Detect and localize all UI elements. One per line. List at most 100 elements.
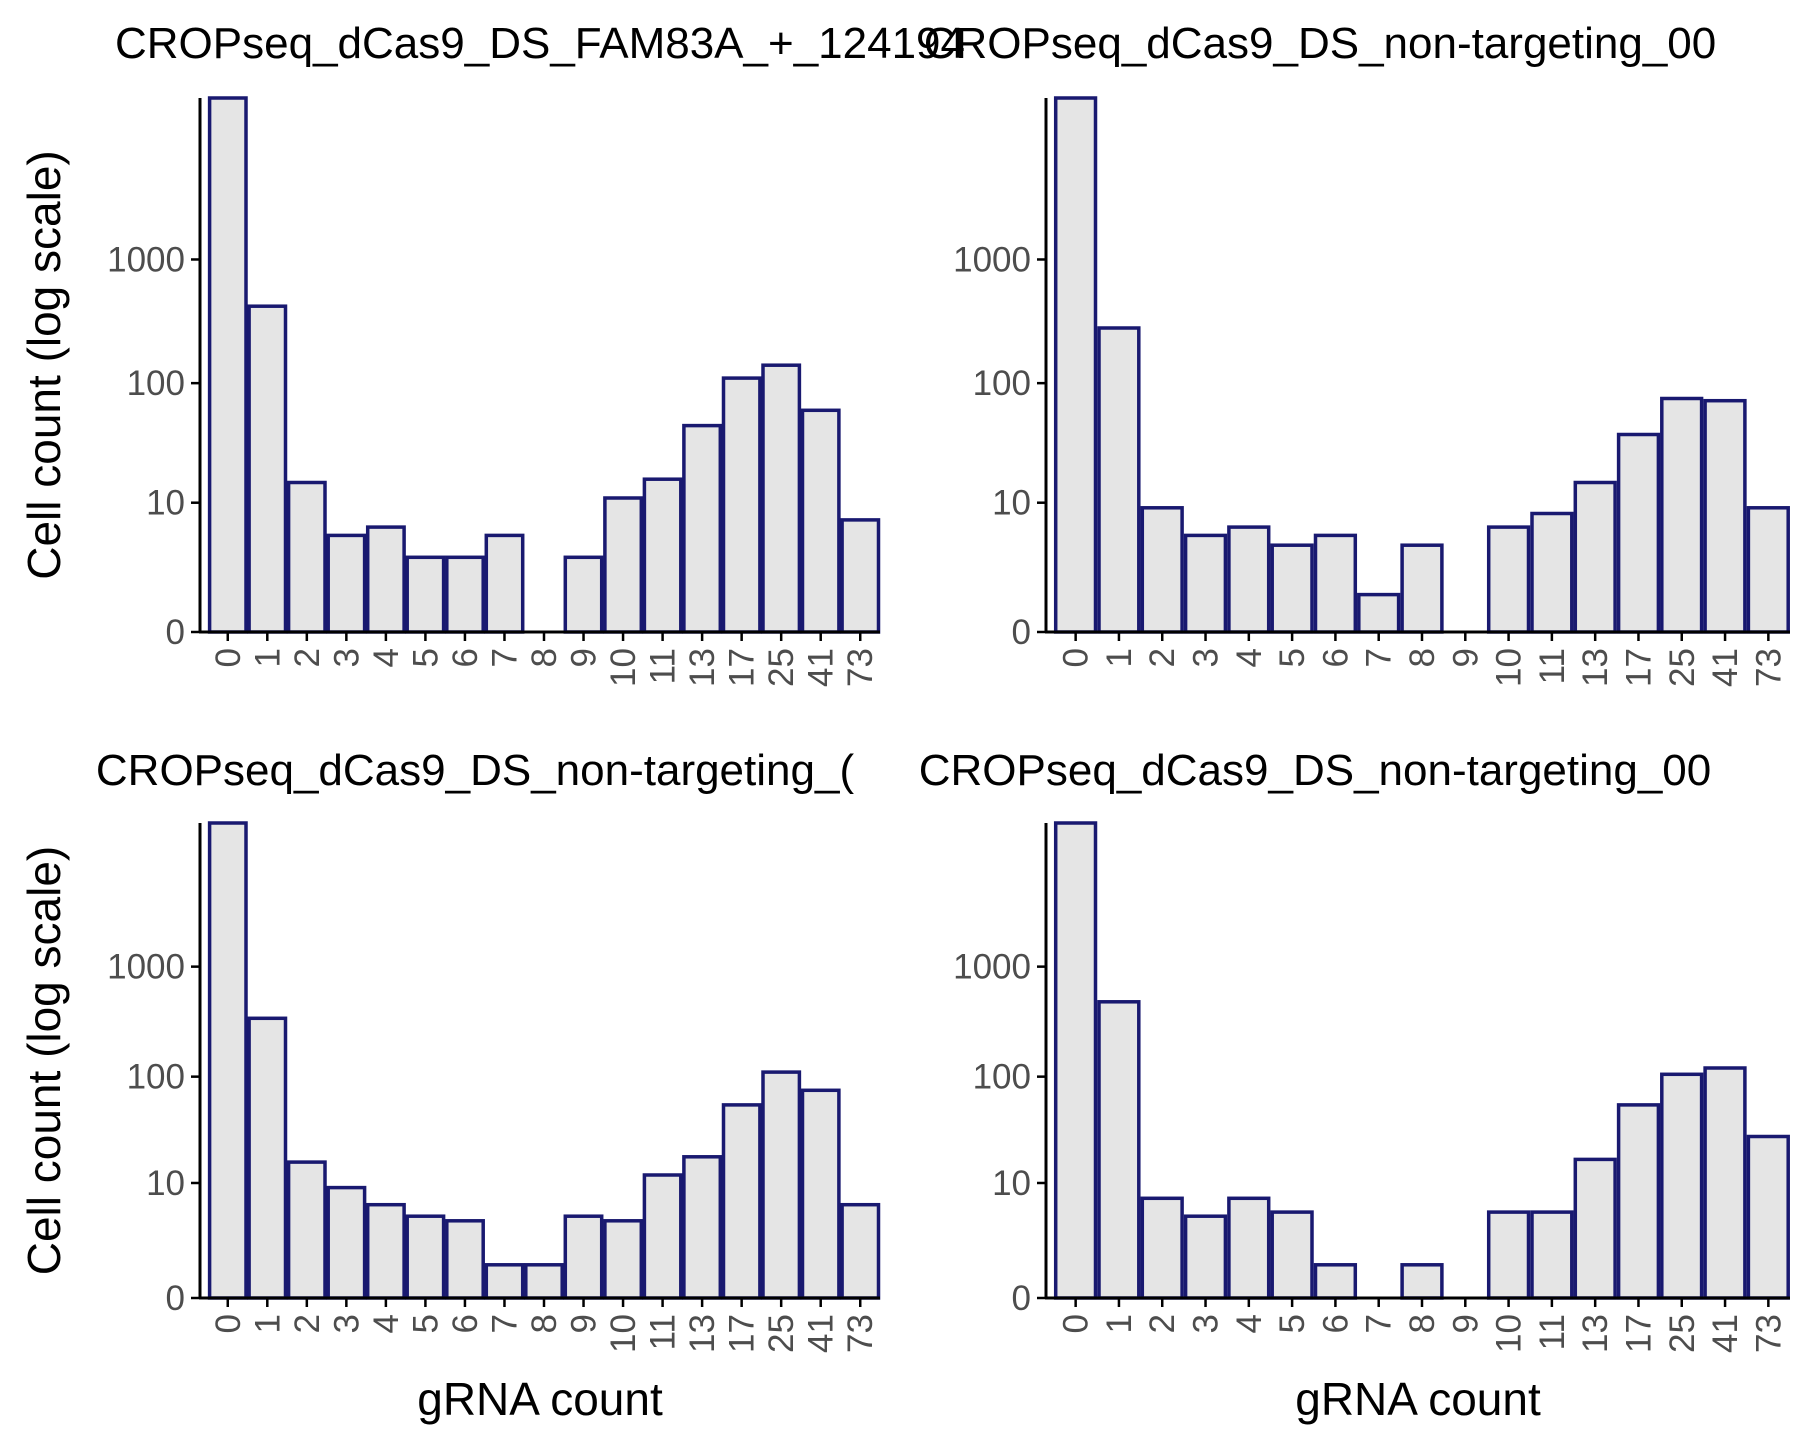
x-tick-label: 5: [1273, 1314, 1312, 1333]
bar-25: [1660, 396, 1704, 634]
x-tick-label: 41: [1706, 1314, 1745, 1353]
bar-1: [247, 1016, 288, 1300]
y-tick-label: 0: [1012, 1279, 1031, 1318]
x-tick-label: 0: [1057, 648, 1096, 667]
y-tick-label: 1000: [107, 948, 185, 987]
bar-13: [1573, 1157, 1617, 1300]
bar-7: [1357, 592, 1401, 634]
x-tick-label: 9: [1446, 1314, 1485, 1333]
bar-6: [445, 1219, 485, 1300]
x-tick-label: 8: [1403, 648, 1442, 667]
x-tick-label: 2: [1143, 648, 1182, 667]
y-tick-label: 100: [973, 1058, 1031, 1097]
x-axis-title: gRNA count: [417, 1373, 663, 1425]
bar-10: [1486, 525, 1531, 634]
x-tick-label: 1: [248, 648, 287, 667]
bar-7: [484, 1263, 525, 1300]
x-tick-label: 41: [802, 648, 841, 687]
bar-41: [1703, 1066, 1747, 1300]
bar-7: [484, 533, 525, 634]
x-tick-label: 5: [406, 648, 445, 667]
x-tick-label: 17: [723, 648, 762, 687]
y-tick-label: 0: [166, 613, 185, 652]
x-tick-label: 0: [209, 648, 248, 667]
y-axis-title: Cell count (log scale): [18, 150, 70, 580]
x-tick-label: 10: [604, 648, 643, 687]
y-tick-label: 10: [992, 1164, 1031, 1203]
bar-13: [1573, 480, 1617, 634]
bar-3: [326, 533, 367, 634]
x-tick-label: 41: [1706, 648, 1745, 687]
bar-41: [800, 408, 841, 634]
y-tick-label: 1000: [953, 240, 1031, 279]
bar-10: [603, 1219, 644, 1300]
x-tick-label: 10: [604, 1314, 643, 1353]
bar-25: [761, 363, 802, 634]
chart-title: CROPseq_dCas9_DS_non-targeting_00: [919, 746, 1712, 795]
chart-panel-2: CROPseq_dCas9_DS_non-targeting_000 1 2 3 4 5 6…: [924, 19, 1790, 687]
x-tick-label: 1: [248, 1314, 287, 1333]
x-tick-label: 2: [288, 1314, 327, 1333]
y-tick-label: 10: [146, 1164, 185, 1203]
bar-1: [247, 304, 288, 634]
bar-2: [1140, 1196, 1184, 1300]
bar-4: [365, 525, 406, 634]
x-tick-label: 73: [841, 648, 880, 687]
y-axis-title: Cell count (log scale): [18, 846, 70, 1276]
x-tick-label: 7: [485, 648, 524, 667]
chart-panel-3: CROPseq_dCas9_DS_non-targeting_(0 1 2 3 4 5 6 7…: [18, 746, 881, 1425]
bar-0: [207, 96, 248, 634]
x-tick-label: 3: [1187, 1314, 1226, 1333]
x-tick-label: 8: [525, 1314, 564, 1333]
bar-17: [721, 1103, 762, 1300]
bar-6: [445, 555, 485, 634]
x-tick-label: 17: [1619, 1314, 1658, 1353]
x-tick-label: 13: [683, 1314, 722, 1353]
x-tick-label: 3: [327, 1314, 366, 1333]
bar-2: [286, 480, 327, 634]
bar-4: [1227, 1196, 1271, 1300]
bar-5: [405, 1214, 446, 1300]
bar-10: [1486, 1210, 1531, 1300]
y-tick-label: 10: [992, 484, 1031, 523]
x-tick-label: 0: [1057, 1314, 1096, 1333]
x-tick-label: 5: [406, 1314, 445, 1333]
x-tick-label: 25: [762, 1314, 801, 1353]
x-tick-label: 6: [1316, 648, 1355, 667]
x-tick-label: 3: [1187, 648, 1226, 667]
x-tick-label: 17: [1619, 648, 1658, 687]
x-axis-title: gRNA count: [1295, 1373, 1541, 1425]
bar-1: [1097, 1000, 1141, 1300]
bar-11: [1530, 511, 1574, 634]
bar-73: [840, 1202, 881, 1300]
y-tick-label: 10: [146, 484, 185, 523]
bar-11: [642, 477, 683, 634]
x-tick-label: 13: [1576, 648, 1615, 687]
x-tick-label: 11: [1533, 648, 1572, 684]
y-tick-label: 0: [1012, 613, 1031, 652]
bar-11: [1530, 1210, 1574, 1300]
x-tick-label: 2: [288, 648, 327, 667]
x-tick-label: 11: [1533, 1314, 1572, 1350]
bar-5: [1270, 1210, 1314, 1300]
chart-title: CROPseq_dCas9_DS_non-targeting_00: [924, 19, 1717, 68]
x-tick-label: 11: [644, 1314, 683, 1350]
bar-25: [761, 1070, 802, 1300]
bar-5: [405, 555, 446, 634]
x-tick-label: 13: [1576, 1314, 1615, 1353]
x-tick-label: 10: [1490, 1314, 1529, 1353]
y-tick-label: 1000: [953, 948, 1031, 987]
bar-9: [563, 555, 604, 634]
chart-title: CROPseq_dCas9_DS_FAM83A_+_124194: [115, 19, 965, 68]
y-tick-label: 100: [973, 364, 1031, 403]
bar-13: [682, 1155, 723, 1300]
bar-6: [1313, 533, 1358, 634]
x-tick-label: 7: [485, 1314, 524, 1333]
bar-8: [1400, 1263, 1444, 1300]
x-tick-label: 4: [1230, 648, 1269, 667]
bar-3: [1183, 1214, 1228, 1300]
bar-10: [603, 496, 644, 634]
x-tick-label: 4: [1230, 1314, 1269, 1333]
bar-73: [840, 518, 881, 634]
